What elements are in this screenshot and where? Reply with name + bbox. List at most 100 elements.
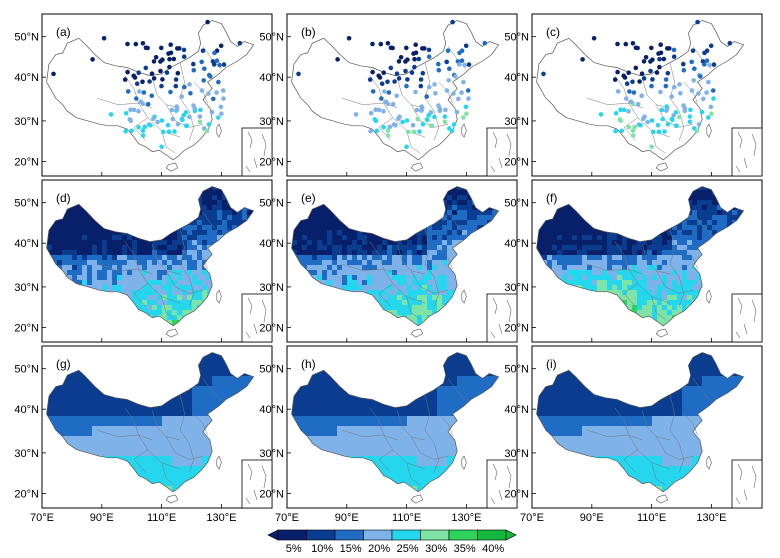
field-cell — [232, 210, 238, 216]
field-cell — [187, 290, 193, 296]
field-cell — [397, 245, 403, 251]
field-cell — [137, 300, 143, 306]
field-cell — [642, 305, 648, 311]
field-cell — [437, 250, 443, 256]
field-cell — [437, 230, 443, 236]
field-cell — [367, 250, 373, 256]
station-point — [131, 73, 136, 79]
field-cell — [367, 275, 373, 281]
station-point — [165, 122, 171, 128]
field-cell — [147, 285, 153, 291]
station-point — [698, 74, 703, 79]
province-border — [378, 283, 393, 307]
field-cell — [377, 275, 383, 281]
field-cell — [382, 270, 388, 276]
field-cell — [377, 270, 383, 276]
field-cell — [622, 270, 628, 276]
province-border — [138, 268, 181, 304]
field-cell — [322, 250, 328, 256]
field-cell — [332, 265, 338, 271]
station-point — [409, 70, 415, 75]
field-cell — [372, 290, 378, 296]
field-cell — [652, 240, 658, 246]
field-cell — [192, 275, 198, 281]
field-cell — [637, 280, 643, 286]
field-cell — [427, 310, 433, 316]
field-cell — [327, 255, 333, 261]
station-point — [197, 119, 203, 125]
field-cell — [557, 250, 563, 256]
station-point — [396, 116, 401, 121]
field-cell — [82, 215, 88, 221]
field-cell — [577, 255, 583, 261]
station-point — [682, 106, 688, 111]
field-cell — [677, 270, 683, 276]
station-point — [405, 77, 410, 82]
field-cell — [712, 210, 718, 216]
field-cell — [672, 250, 678, 256]
inset-coastline — [245, 131, 267, 173]
field-cell — [417, 300, 423, 306]
station-point — [129, 128, 135, 134]
field-cell — [602, 235, 608, 241]
field-cell — [422, 245, 428, 251]
field-cell — [692, 275, 698, 281]
station-point — [427, 84, 432, 90]
station-point — [436, 61, 441, 67]
station-point — [417, 129, 422, 134]
station-point — [426, 113, 432, 118]
field-cell — [292, 230, 298, 236]
field-cell — [362, 250, 368, 256]
station-point — [125, 69, 130, 75]
field-cell — [82, 270, 88, 276]
field-cell — [717, 220, 723, 226]
field-cell — [632, 250, 638, 256]
field-cell — [177, 230, 183, 236]
field-cell — [322, 270, 328, 276]
province-border — [433, 277, 440, 307]
field-cell — [77, 250, 83, 256]
field-cell — [187, 260, 193, 266]
station-point — [175, 46, 180, 51]
field-cell — [472, 210, 478, 216]
field-cell — [607, 285, 613, 291]
field-cell — [202, 280, 208, 286]
field-cell — [662, 245, 668, 251]
field-cell — [167, 255, 173, 261]
field-cell — [462, 195, 468, 201]
field-cell — [392, 260, 398, 266]
station-point — [420, 121, 426, 127]
field-cell — [567, 265, 573, 271]
field-cell — [627, 265, 633, 271]
field-cell — [332, 220, 338, 226]
field-cell — [422, 305, 428, 311]
station-point — [691, 78, 696, 83]
field-cell — [347, 250, 353, 256]
field-cell — [452, 186, 458, 191]
field-cell — [692, 285, 698, 291]
field-cell — [352, 230, 358, 236]
station-point — [373, 118, 379, 123]
field-cell — [612, 240, 618, 246]
field-cell — [452, 220, 458, 226]
station-point — [187, 114, 192, 120]
field-cell — [337, 270, 343, 276]
field-cell — [57, 230, 63, 236]
station-point — [214, 90, 219, 95]
field-cell — [707, 210, 713, 216]
field-cell — [452, 205, 458, 211]
field-cell — [152, 260, 158, 266]
field-cell — [407, 270, 413, 276]
station-point — [428, 123, 434, 128]
field-cell — [447, 190, 453, 196]
field-cell — [357, 235, 363, 241]
field-cell — [452, 235, 458, 241]
field-cell — [707, 220, 713, 226]
field-cell — [142, 285, 148, 291]
field-cell — [642, 270, 648, 276]
field-cell — [437, 245, 443, 251]
field-cell — [612, 255, 618, 261]
field-cell — [467, 195, 473, 201]
field-cell — [652, 245, 658, 251]
station-point — [466, 96, 471, 101]
